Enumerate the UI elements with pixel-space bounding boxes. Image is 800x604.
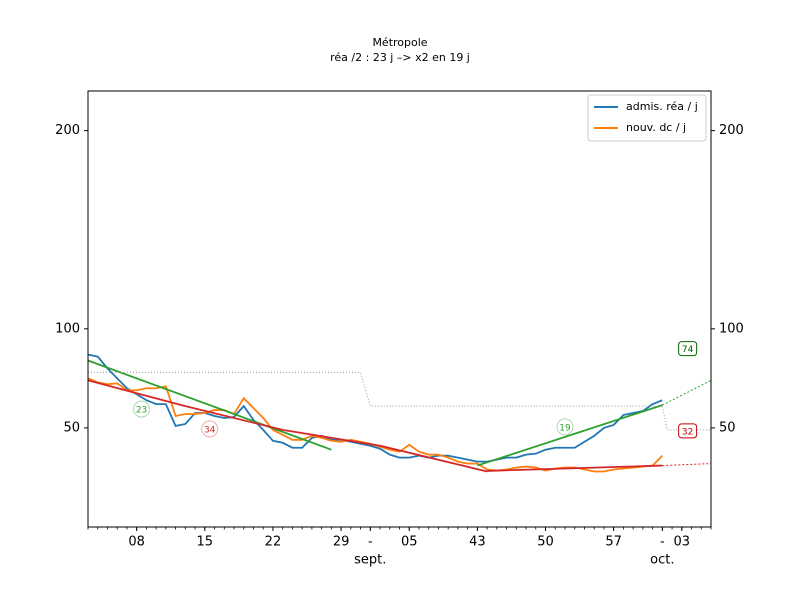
x-tick-label: 57 <box>605 535 622 550</box>
annotation-box <box>678 423 698 439</box>
annotation-label: 23 <box>136 406 147 416</box>
series-line <box>662 379 711 406</box>
annotation-label: 74 <box>682 345 694 355</box>
series-line <box>88 379 488 473</box>
legend-label: admis. réa / j <box>626 100 698 113</box>
plot-area <box>88 353 711 473</box>
series-line <box>88 359 332 451</box>
x-tick-label: 50 <box>537 535 554 550</box>
annotation-box <box>678 341 698 357</box>
x-tick-label: - <box>660 535 665 550</box>
annotation-label: 34 <box>204 425 216 435</box>
series-line <box>477 404 663 467</box>
annotation-label: 32 <box>682 427 693 437</box>
y2-tick-label: 200 <box>719 123 744 138</box>
x-tick-label: - <box>368 535 373 550</box>
x-tick-label: 15 <box>197 535 214 550</box>
x-tick-label: 05 <box>401 535 418 550</box>
month-label: sept. <box>354 553 386 568</box>
x-tick-label: 22 <box>265 535 282 550</box>
x-tick-label: 08 <box>128 535 145 550</box>
annotation-circle <box>556 418 574 436</box>
plot-frame <box>87 90 712 528</box>
legend-label: nouv. dc / j <box>626 121 686 134</box>
series-line <box>88 371 711 431</box>
month-label: oct. <box>650 553 674 568</box>
annotation-circle <box>133 400 151 418</box>
y-tick-label: 50 <box>63 420 80 435</box>
x-tick-label: 03 <box>674 535 691 550</box>
annotation-label: 19 <box>559 423 571 433</box>
chart-title: Métropole <box>372 36 427 49</box>
x-tick-label: 43 <box>469 535 486 550</box>
y2-tick-label: 50 <box>719 420 736 435</box>
annotation-circle <box>201 420 219 438</box>
y-tick-label: 200 <box>55 123 80 138</box>
y2-tick-label: 100 <box>719 321 744 336</box>
x-tick-label: 29 <box>333 535 350 550</box>
y-tick-label: 100 <box>55 321 80 336</box>
series-line <box>487 464 663 472</box>
series-line <box>88 353 663 463</box>
chart-subtitle: réa /2 : 23 j –> x2 en 19 j <box>330 51 470 64</box>
series-line <box>662 463 711 467</box>
